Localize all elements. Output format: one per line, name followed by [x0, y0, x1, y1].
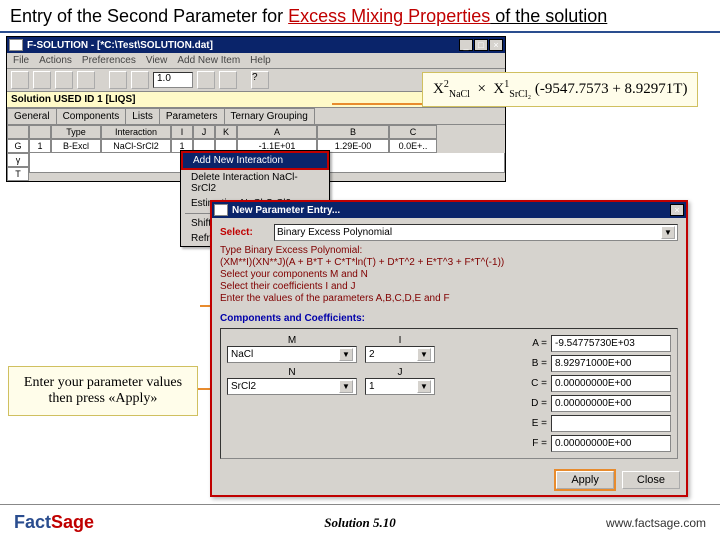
close-dialog-button[interactable]: Close	[622, 471, 680, 489]
toolbar-nav-next[interactable]	[197, 71, 215, 89]
menu-actions[interactable]: Actions	[39, 55, 72, 66]
coef-i-dropdown[interactable]: 2▼	[365, 346, 435, 363]
chevron-down-icon: ▼	[417, 348, 431, 361]
titlebar: F-SOLUTION - [*C:\Test\SOLUTION.dat] _ □…	[7, 37, 505, 53]
param-e-input[interactable]	[551, 415, 671, 432]
description-text: Type Binary Excess Polynomial: (XM**I)(X…	[220, 245, 678, 305]
formula-box: X2NaCl × X1SrCl₂ (-9547.7573 + 8.92971T)	[422, 72, 698, 107]
menu-preferences[interactable]: Preferences	[82, 55, 136, 66]
param-b-input[interactable]: 8.92971000E+00	[551, 355, 671, 372]
footer: FactSage Solution 5.10 www.factsage.com	[0, 504, 720, 540]
menu-help[interactable]: Help	[250, 55, 271, 66]
toolbar-index-input[interactable]: 1.0	[153, 72, 193, 88]
menu-file[interactable]: File	[13, 55, 29, 66]
component-m-dropdown[interactable]: NaCl▼	[227, 346, 357, 363]
param-f-input[interactable]: 0.00000000E+00	[551, 435, 671, 452]
toolbar-button[interactable]	[77, 71, 95, 89]
param-c-input[interactable]: 0.00000000E+00	[551, 375, 671, 392]
toolbar-button[interactable]	[33, 71, 51, 89]
component-n-dropdown[interactable]: SrCl2▼	[227, 378, 357, 395]
instruction-callout: Enter your parameter values then press «…	[8, 366, 198, 416]
tab-parameters[interactable]: Parameters	[159, 108, 225, 124]
menubar: File Actions Preferences View Add New It…	[7, 53, 505, 69]
chevron-down-icon: ▼	[661, 226, 675, 239]
tab-general[interactable]: General	[7, 108, 57, 124]
toolbar-nav-first[interactable]	[109, 71, 127, 89]
logo: FactSage	[14, 512, 94, 533]
select-label: Select:	[220, 227, 268, 238]
toolbar-nav-last[interactable]	[219, 71, 237, 89]
dialog-title: New Parameter Entry...	[232, 205, 670, 216]
menu-addnew[interactable]: Add New Item	[177, 55, 240, 66]
toolbar-nav-prev[interactable]	[131, 71, 149, 89]
toolbar-button[interactable]	[55, 71, 73, 89]
coefficient-area: M NaCl▼ I 2▼ N SrCl2▼	[220, 328, 678, 459]
menu-view[interactable]: View	[146, 55, 168, 66]
side-T[interactable]: T	[7, 167, 29, 181]
dialog-close-button[interactable]: ×	[670, 204, 684, 216]
select-type-dropdown[interactable]: Binary Excess Polynomial▼	[274, 224, 678, 241]
param-a-input[interactable]: -9.54775730E+03	[551, 335, 671, 352]
dialog-icon	[214, 204, 228, 216]
ctx-delete-interaction[interactable]: Delete Interaction NaCl-SrCl2	[181, 170, 329, 196]
chevron-down-icon: ▼	[339, 380, 353, 393]
apply-button[interactable]: Apply	[556, 471, 614, 489]
tab-components[interactable]: Components	[56, 108, 127, 124]
cc-header: Components and Coefficients:	[220, 313, 678, 324]
side-G[interactable]: G	[7, 139, 29, 153]
chevron-down-icon: ▼	[417, 380, 431, 393]
window-title: F-SOLUTION - [*C:\Test\SOLUTION.dat]	[27, 40, 459, 51]
param-d-input[interactable]: 0.00000000E+00	[551, 395, 671, 412]
parameter-dialog: New Parameter Entry... × Select: Binary …	[210, 200, 688, 497]
page-title: Entry of the Second Parameter for Excess…	[0, 0, 720, 33]
page-number: Solution 5.10	[324, 515, 396, 531]
side-gamma[interactable]: γ	[7, 153, 29, 167]
app-icon	[9, 39, 23, 51]
close-button[interactable]: ×	[489, 39, 503, 51]
chevron-down-icon: ▼	[339, 348, 353, 361]
dialog-titlebar: New Parameter Entry... ×	[212, 202, 686, 218]
footer-url: www.factsage.com	[606, 516, 706, 530]
tab-lists[interactable]: Lists	[125, 108, 160, 124]
maximize-button[interactable]: □	[474, 39, 488, 51]
tab-ternary[interactable]: Ternary Grouping	[224, 108, 315, 124]
tab-strip: General Components Lists Parameters Tern…	[7, 108, 505, 125]
coef-j-dropdown[interactable]: 1▼	[365, 378, 435, 395]
minimize-button[interactable]: _	[459, 39, 473, 51]
toolbar-button[interactable]	[11, 71, 29, 89]
toolbar-help-button[interactable]: ?	[251, 71, 269, 89]
ctx-add-interaction[interactable]: Add New Interaction	[181, 151, 329, 170]
